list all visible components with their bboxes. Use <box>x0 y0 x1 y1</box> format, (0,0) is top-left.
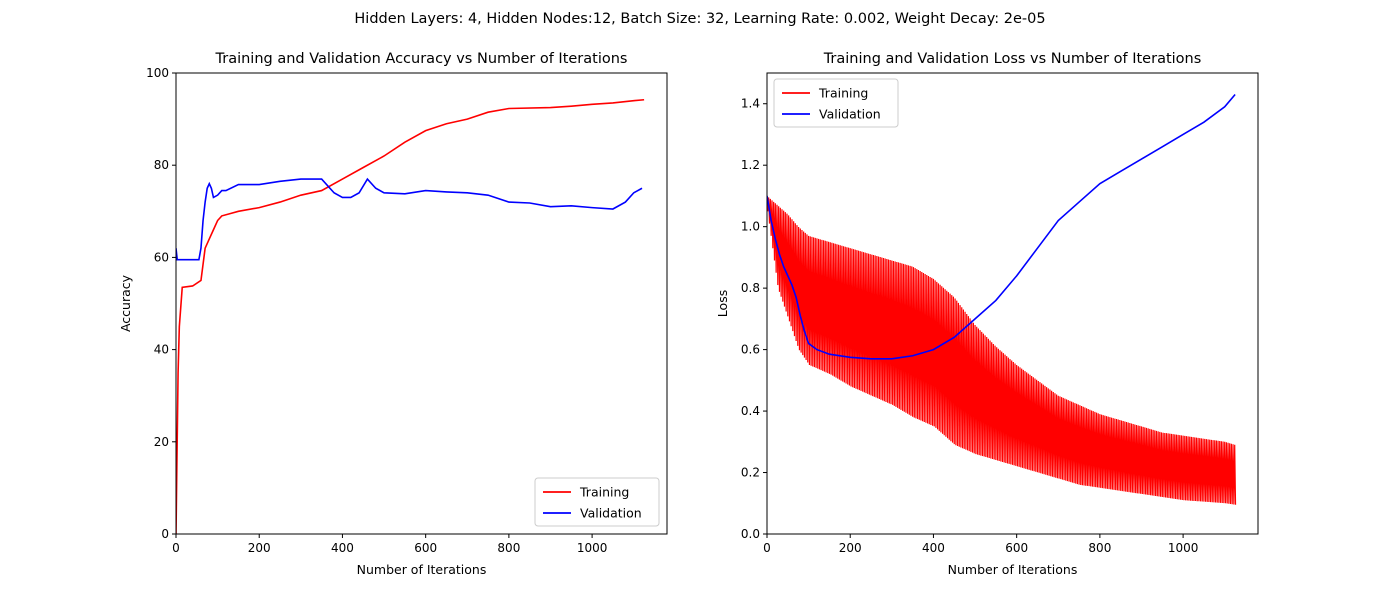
y-tick-label: 0.8 <box>741 281 760 295</box>
legend: Training Validation <box>534 477 660 527</box>
y-tick-label: 0.0 <box>741 527 760 541</box>
plot-area <box>176 98 645 534</box>
legend-label: Training <box>579 485 629 500</box>
legend: Training Validation <box>773 78 899 128</box>
x-axis-label: Number of Iterations <box>357 562 487 577</box>
legend-box <box>534 477 660 527</box>
loss-chart: Training and Validation Loss vs Number o… <box>715 51 1259 577</box>
y-tick-label: 0.2 <box>741 466 760 480</box>
series-line-training <box>767 195 1237 505</box>
x-tick-label: 800 <box>497 541 520 555</box>
x-tick-label: 0 <box>172 541 180 555</box>
legend-label: Validation <box>580 506 642 521</box>
legend-box <box>773 78 899 128</box>
x-tick-label: 400 <box>331 541 354 555</box>
series-line-validation <box>176 177 643 261</box>
x-tick-label: 0 <box>763 541 771 555</box>
x-tick-label: 1000 <box>577 541 608 555</box>
y-tick-label: 40 <box>154 343 169 357</box>
plot-frame <box>766 72 1259 535</box>
x-tick-label: 600 <box>414 541 437 555</box>
series-line-validation <box>767 93 1236 360</box>
x-tick-label: 800 <box>1088 541 1111 555</box>
legend-label: Validation <box>819 107 881 122</box>
y-tick-label: 80 <box>154 158 169 172</box>
x-tick-label: 1000 <box>1168 541 1199 555</box>
plot-frame <box>175 72 668 535</box>
chart-title: Training and Validation Loss vs Number o… <box>823 51 1202 67</box>
y-tick-label: 100 <box>146 66 169 80</box>
y-tick-label: 0.4 <box>741 404 760 418</box>
x-tick-label: 200 <box>839 541 862 555</box>
y-tick-label: 0 <box>161 527 169 541</box>
y-tick-label: 1.2 <box>741 158 760 172</box>
y-tick-label: 1.0 <box>741 220 760 234</box>
series-line-training <box>176 98 645 534</box>
accuracy-chart: Training and Validation Accuracy vs Numb… <box>118 51 668 577</box>
y-axis-label: Accuracy <box>118 274 133 332</box>
legend-label: Training <box>818 86 868 101</box>
y-tick-label: 60 <box>154 250 169 264</box>
y-axis-label: Loss <box>715 290 730 317</box>
y-tick-label: 20 <box>154 435 169 449</box>
x-tick-label: 200 <box>248 541 271 555</box>
y-tick-label: 0.6 <box>741 343 760 357</box>
x-tick-label: 400 <box>922 541 945 555</box>
y-tick-label: 1.4 <box>741 97 760 111</box>
figure-suptitle: Hidden Layers: 4, Hidden Nodes:12, Batch… <box>354 11 1045 27</box>
x-tick-label: 600 <box>1005 541 1028 555</box>
x-axis-label: Number of Iterations <box>948 562 1078 577</box>
chart-title: Training and Validation Accuracy vs Numb… <box>215 51 628 67</box>
plot-area <box>767 93 1237 505</box>
